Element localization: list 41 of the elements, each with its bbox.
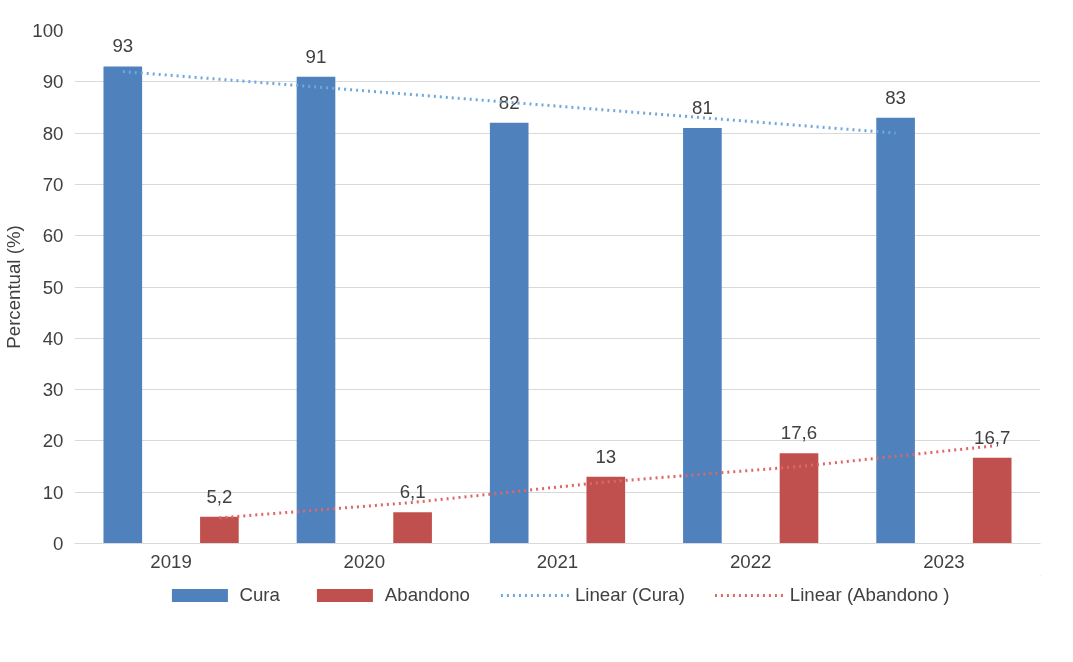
bar <box>200 516 239 544</box>
data-label: 13 <box>595 445 617 467</box>
bar <box>779 453 819 544</box>
data-label: 81 <box>692 96 713 118</box>
y-tick-label: 40 <box>42 327 64 349</box>
bar <box>972 457 1012 544</box>
y-axis-title: Percentual (%) <box>3 225 25 349</box>
x-tick-label: 2023 <box>923 550 965 572</box>
legend-label: Abandono <box>384 584 470 606</box>
x-tick-label: 2022 <box>729 550 772 572</box>
y-tick-label: 100 <box>32 20 64 41</box>
bar <box>103 66 143 544</box>
data-label: 82 <box>498 91 520 113</box>
y-tick-label: 90 <box>42 71 64 93</box>
data-label: 83 <box>885 86 906 108</box>
y-tick-label: 60 <box>42 225 64 247</box>
bar <box>683 127 722 544</box>
legend-label: Linear (Cura) <box>574 584 685 606</box>
legend-label: Linear (Abandono ) <box>789 584 950 606</box>
data-label: 17,6 <box>780 422 818 444</box>
bar <box>489 122 529 544</box>
y-tick-label: 20 <box>42 430 64 452</box>
bar <box>296 76 336 544</box>
y-tick-label: 0 <box>53 533 64 554</box>
bar <box>876 117 915 544</box>
y-tick-label: 50 <box>42 276 64 298</box>
y-tick-label: 30 <box>42 379 64 401</box>
data-label: 93 <box>112 35 134 57</box>
bar <box>393 512 432 544</box>
bar <box>586 476 626 544</box>
data-label: 16,7 <box>974 426 1011 448</box>
x-tick-label: 2020 <box>343 550 386 572</box>
data-label: 5,2 <box>206 485 233 507</box>
x-tick-label: 2019 <box>150 550 192 572</box>
y-tick-label: 80 <box>42 122 64 144</box>
legend-label: Cura <box>239 584 280 606</box>
data-label: 6,1 <box>399 481 426 503</box>
y-tick-label: 70 <box>42 173 64 195</box>
y-tick-label: 10 <box>42 481 64 503</box>
data-label: 91 <box>305 45 327 67</box>
x-tick-label: 2021 <box>536 550 579 572</box>
